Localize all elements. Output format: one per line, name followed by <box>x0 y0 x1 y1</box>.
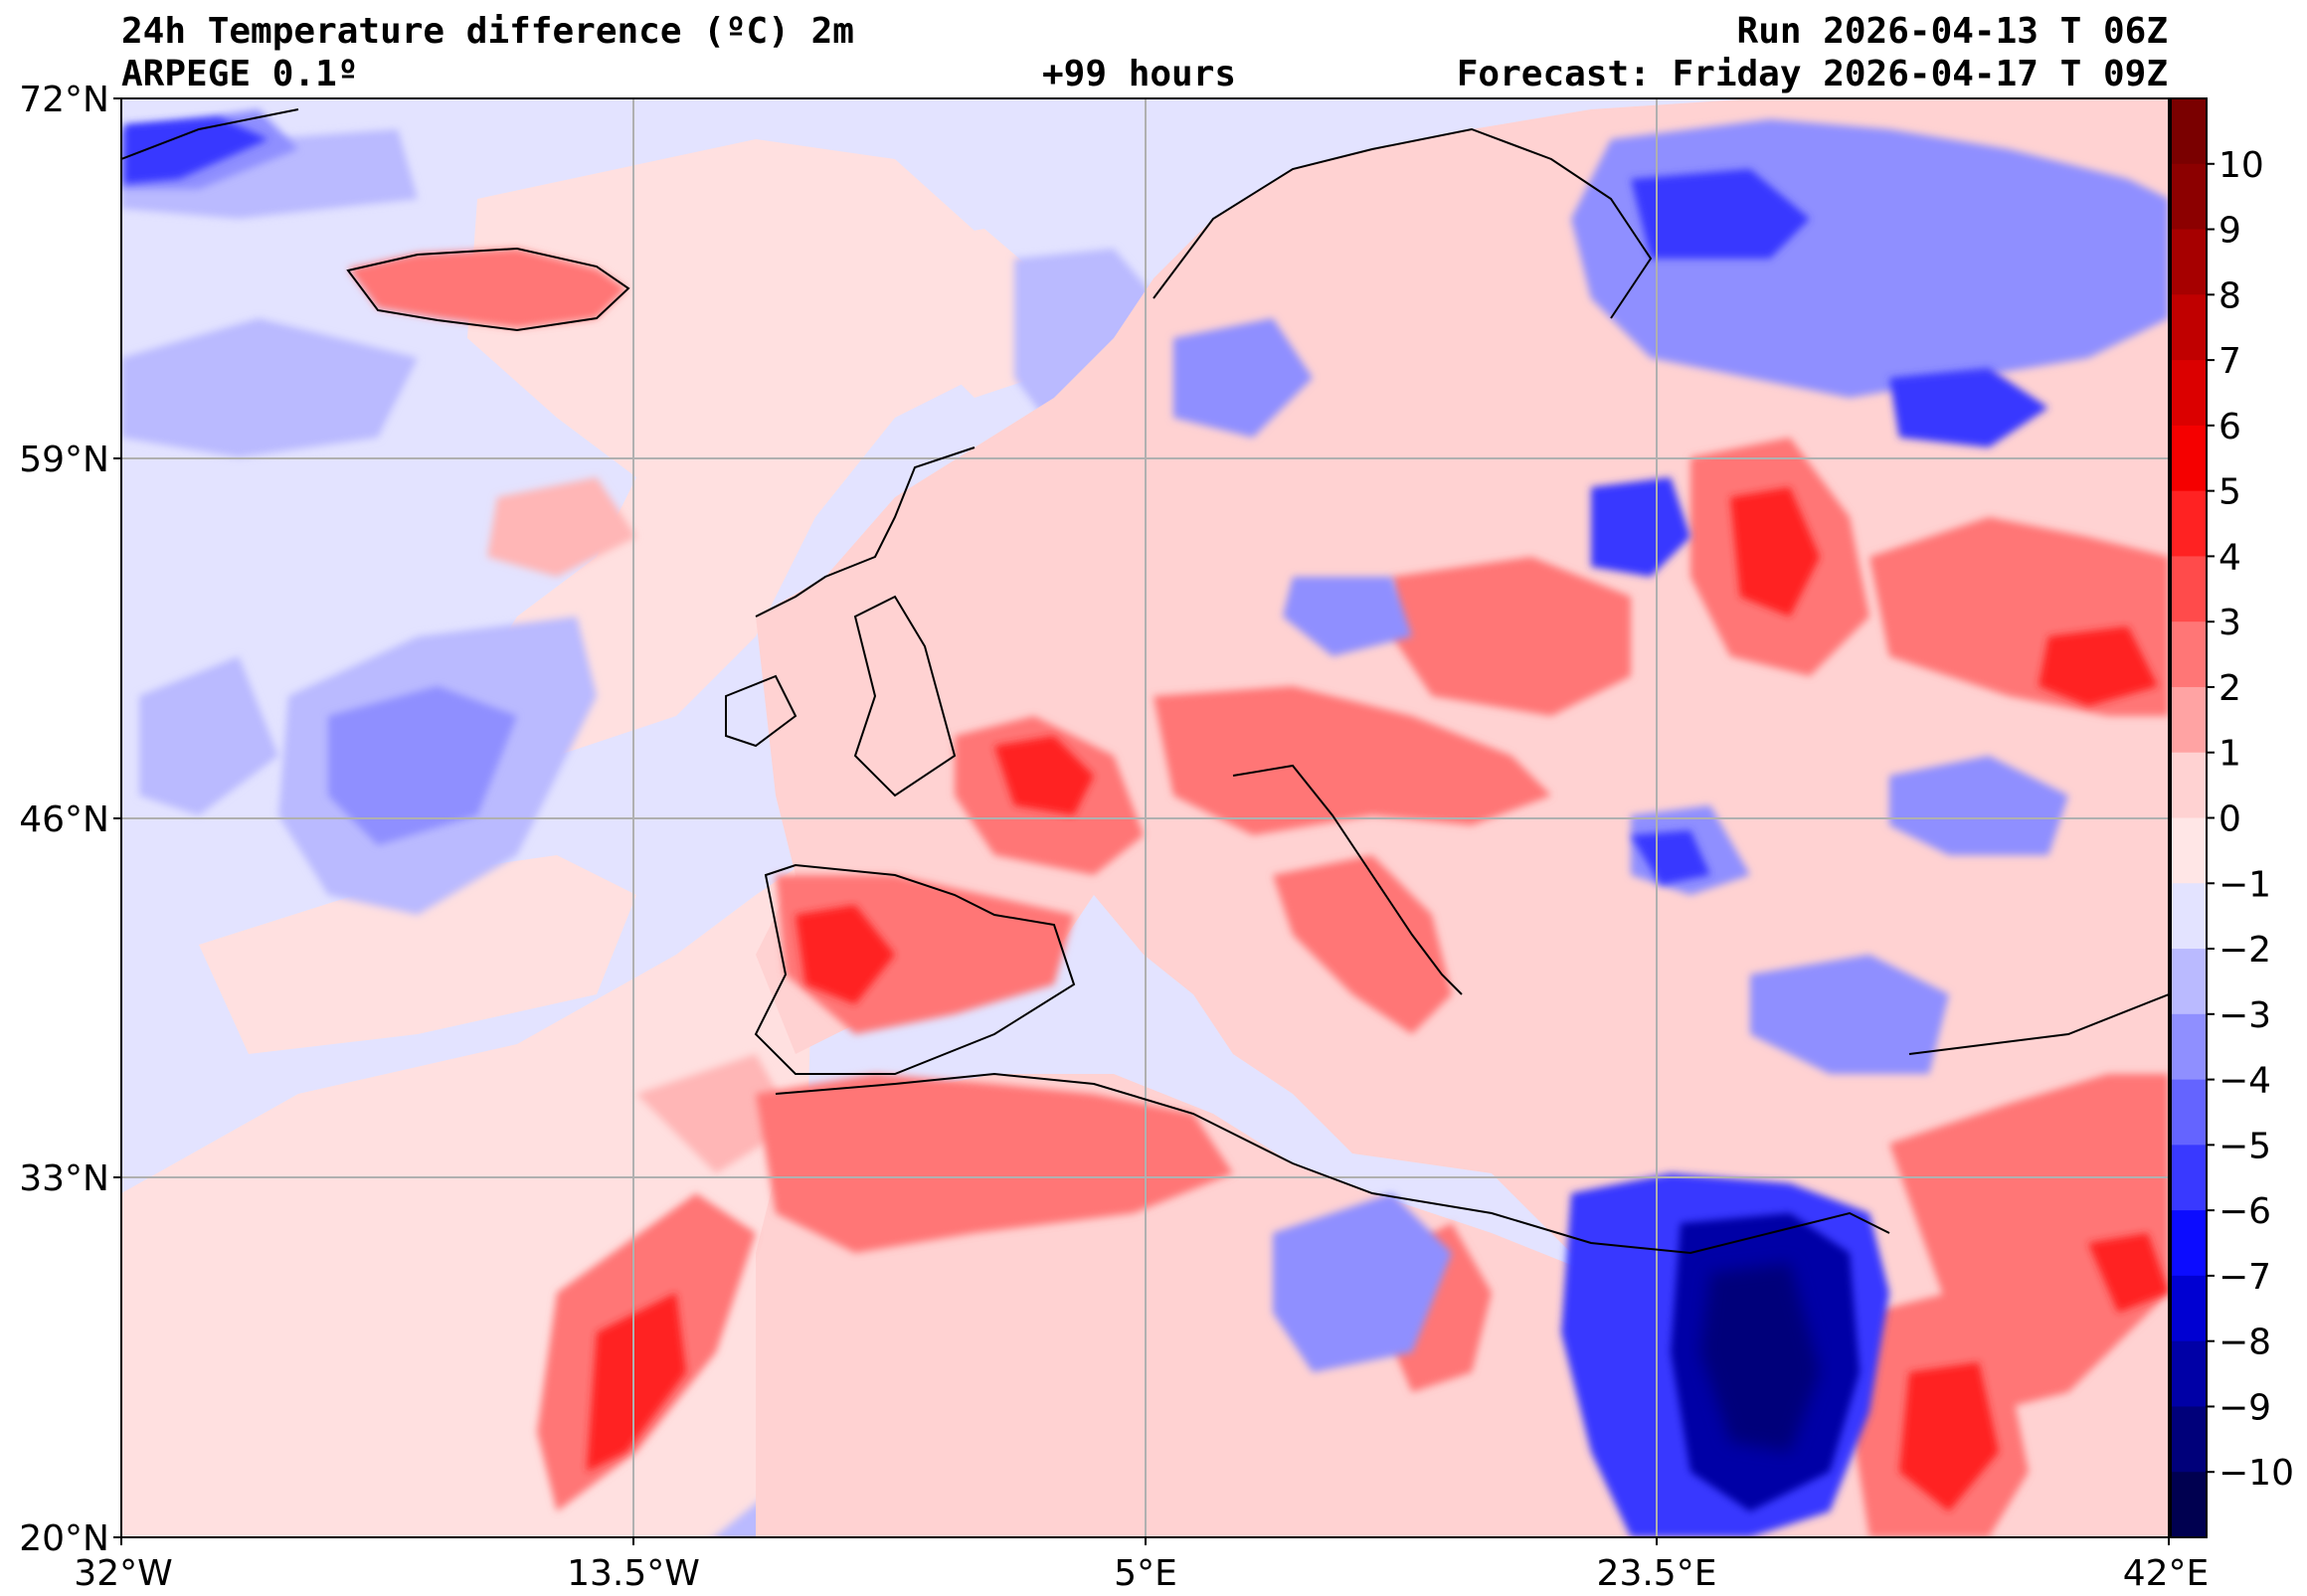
lat-label: 33°N <box>19 1158 109 1199</box>
colorbar-swatch <box>2171 1079 2207 1146</box>
colorbar-swatch <box>2171 686 2207 754</box>
colorbar-swatch <box>2171 229 2207 295</box>
colorbar-tick-label: 8 <box>2218 275 2241 316</box>
colorbar-tick-label: 1 <box>2218 734 2241 775</box>
colorbar-swatch <box>2171 1210 2207 1277</box>
colorbar-tick-label: −8 <box>2218 1323 2271 1363</box>
colorbar-swatch <box>2171 1013 2207 1081</box>
colorbar-swatch <box>2171 98 2207 165</box>
colorbar-swatch <box>2171 1145 2207 1211</box>
colorbar-tick-label: 0 <box>2218 799 2241 840</box>
colorbar-tick-label: 3 <box>2218 603 2241 643</box>
colorbar-swatch <box>2171 163 2207 231</box>
lon-label: 13.5°W <box>567 1553 700 1594</box>
colorbar-swatch <box>2171 621 2207 688</box>
lead-time: +99 hours <box>1042 54 1237 94</box>
map-title: 24h Temperature difference (ºC) 2m <box>121 11 854 52</box>
forecast-time: Forecast: Friday 2026-04-17 T 09Z <box>1456 54 2168 94</box>
colorbar-tick-label: 4 <box>2218 537 2241 578</box>
colorbar-tick-label: 5 <box>2218 472 2241 513</box>
lat-label: 20°N <box>19 1518 109 1559</box>
colorbar-swatch <box>2171 425 2207 492</box>
lon-label: 23.5°E <box>1597 1553 1717 1594</box>
colorbar-swatch <box>2171 1472 2207 1538</box>
colorbar-swatch <box>2171 1275 2207 1342</box>
lat-label: 59°N <box>19 440 109 480</box>
colorbar-tick-label: 6 <box>2218 407 2241 447</box>
colorbar-swatch <box>2171 360 2207 427</box>
colorbar-swatch <box>2171 752 2207 818</box>
colorbar-tick-label: −2 <box>2218 930 2271 971</box>
lon-label: 32°W <box>74 1553 172 1594</box>
colorbar-swatch <box>2171 294 2207 361</box>
colorbar-tick-label: −10 <box>2218 1453 2294 1494</box>
colorbar-swatch <box>2171 490 2207 557</box>
colorbar-tick-label: −9 <box>2218 1387 2271 1428</box>
colorbar-tick-label: −1 <box>2218 864 2271 905</box>
colorbar-swatch <box>2171 817 2207 884</box>
colorbar-swatch <box>2171 1406 2207 1473</box>
axis-ticks <box>113 97 2170 1545</box>
run-time: Run 2026-04-13 T 06Z <box>1736 11 2168 52</box>
colorbar-tick-label: 10 <box>2218 145 2264 186</box>
colorbar-tick-label: 2 <box>2218 668 2241 709</box>
colorbar-tick-label: −4 <box>2218 1061 2271 1102</box>
colorbar-tick-label: −7 <box>2218 1257 2271 1298</box>
colorbar-tick-label: −3 <box>2218 995 2271 1036</box>
colorbar-swatch <box>2171 1340 2207 1407</box>
coastlines <box>121 108 2169 1255</box>
colorbar-tick-label: −5 <box>2218 1126 2271 1166</box>
model-name: ARPEGE 0.1º <box>121 54 359 94</box>
gridlines <box>121 98 2169 1537</box>
lon-label: 5°E <box>1114 1553 1177 1594</box>
lon-label: 42°E <box>2123 1553 2210 1594</box>
colorbar-tick-label: 7 <box>2218 341 2241 382</box>
colorbar-tick-label: −6 <box>2218 1191 2271 1232</box>
colorbar-swatch <box>2171 556 2207 622</box>
colorbar-swatch <box>2171 883 2207 950</box>
lat-label: 46°N <box>19 799 109 840</box>
colorbar-tick-label: 9 <box>2218 211 2241 252</box>
lat-label: 72°N <box>19 80 109 120</box>
colorbar-swatch <box>2171 949 2207 1015</box>
